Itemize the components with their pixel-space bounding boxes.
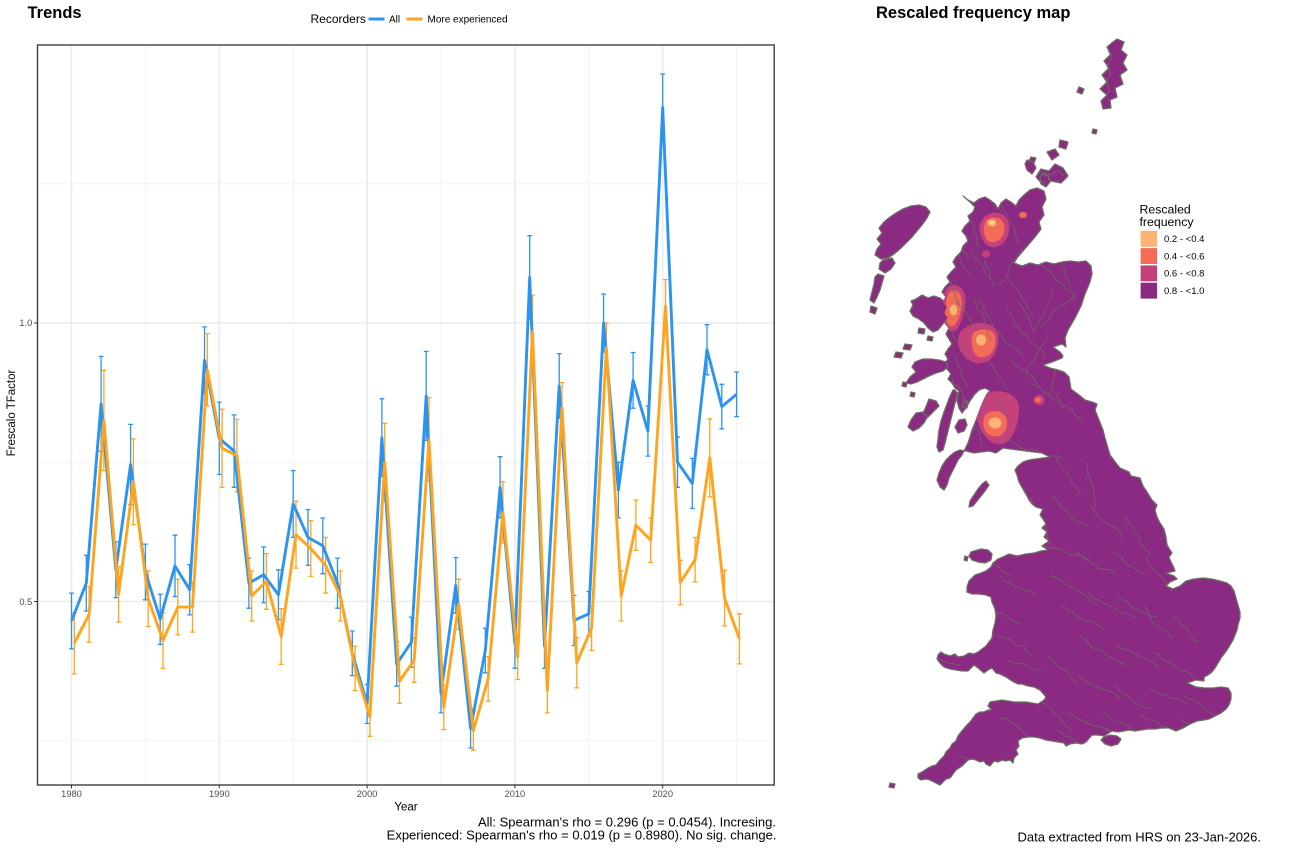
svg-text:2010: 2010 — [505, 789, 526, 799]
svg-text:1980: 1980 — [61, 789, 82, 799]
svg-text:More experienced: More experienced — [428, 15, 508, 26]
svg-text:Trends: Trends — [28, 4, 82, 22]
svg-text:0.2 - <0.4: 0.2 - <0.4 — [1164, 234, 1204, 245]
svg-text:Rescaled frequency map: Rescaled frequency map — [876, 4, 1070, 22]
svg-text:1.0: 1.0 — [19, 318, 32, 328]
svg-text:1990: 1990 — [209, 789, 230, 799]
svg-text:0.5: 0.5 — [19, 597, 32, 607]
svg-text:All: All — [389, 15, 400, 26]
svg-text:Data extracted from HRS on 23-: Data extracted from HRS on 23-Jan-2026. — [1017, 830, 1261, 845]
svg-text:0.8 - <1.0: 0.8 - <1.0 — [1164, 286, 1204, 297]
svg-text:0.4 - <0.6: 0.4 - <0.6 — [1164, 251, 1204, 262]
svg-text:Experienced: Spearman's rho =: Experienced: Spearman's rho = 0.019 (p =… — [387, 828, 777, 843]
svg-text:0.6 - <0.8: 0.6 - <0.8 — [1164, 269, 1204, 280]
svg-text:2020: 2020 — [652, 789, 673, 799]
svg-text:Frescalo TFactor: Frescalo TFactor — [6, 369, 18, 456]
svg-text:frequency: frequency — [1140, 215, 1195, 229]
svg-text:2000: 2000 — [357, 789, 378, 799]
svg-text:Year: Year — [394, 802, 417, 814]
svg-text:Recorders: Recorders — [311, 12, 366, 26]
svg-text:Rescaled: Rescaled — [1140, 203, 1191, 217]
svg-text:All: Spearman's rho = 0.296 (p: All: Spearman's rho = 0.296 (p = 0.0454)… — [478, 815, 776, 830]
